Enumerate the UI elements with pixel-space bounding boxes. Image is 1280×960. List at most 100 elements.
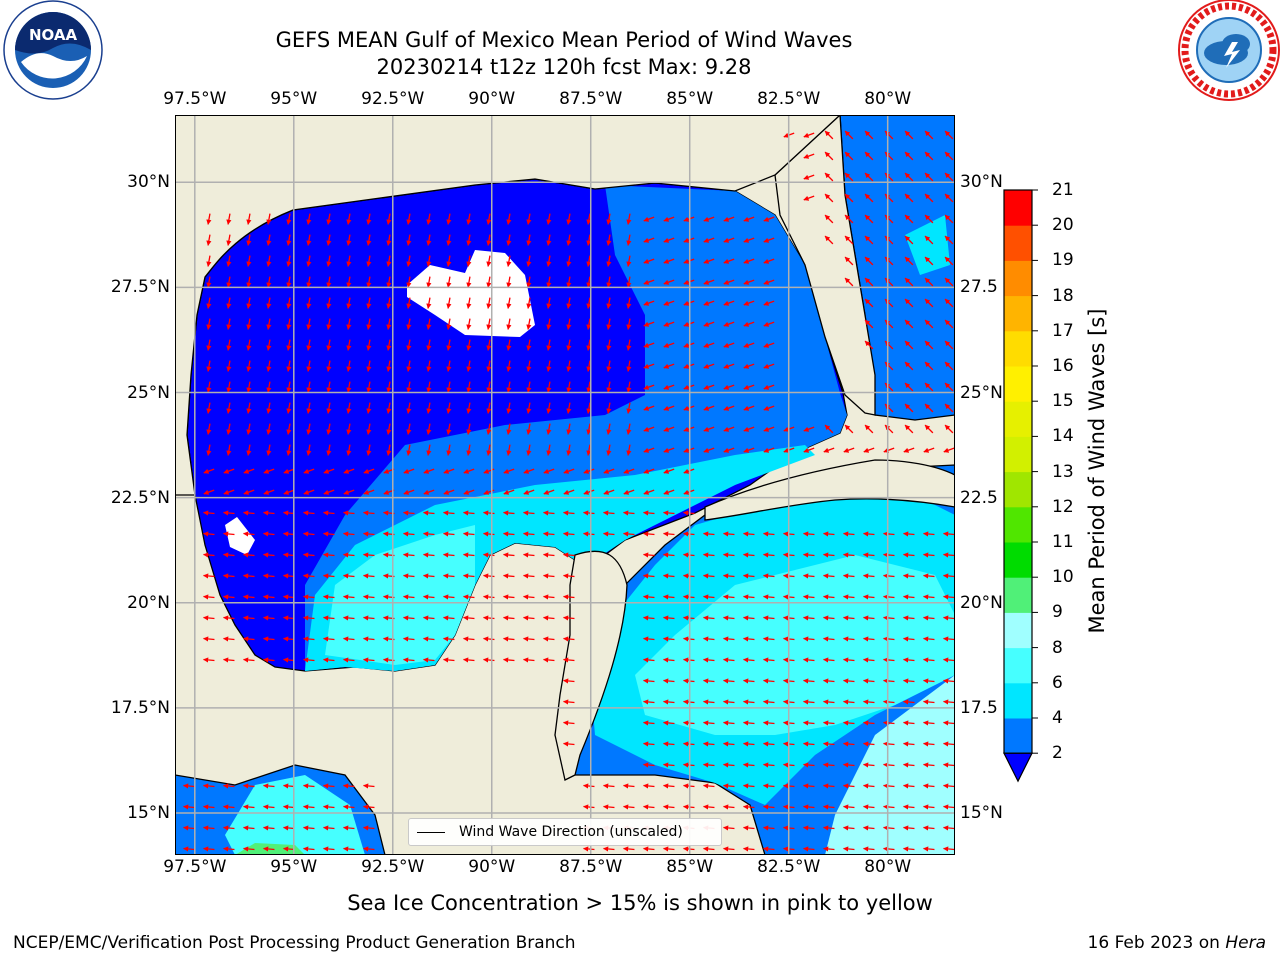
wind-arrow (803, 636, 815, 642)
wind-arrow (844, 193, 854, 203)
wind-arrow (864, 151, 874, 161)
wind-arrow (904, 256, 914, 266)
wind-arrow (486, 255, 492, 267)
wind-arrow (363, 825, 375, 831)
colorbar-tick-label: 18 (1052, 285, 1074, 306)
wind-arrow (723, 573, 735, 579)
wind-arrow (824, 235, 834, 245)
wind-arrow (723, 657, 735, 663)
wind-arrow (844, 172, 854, 182)
wind-arrow (663, 405, 675, 411)
wind-arrow (923, 552, 935, 558)
wind-arrow (923, 783, 935, 789)
wind-arrow (603, 804, 615, 810)
wind-arrow (263, 804, 275, 810)
wind-arrow (286, 318, 292, 330)
colorbar-tick-label: 17 (1052, 320, 1074, 341)
wind-arrow (343, 531, 355, 537)
wind-arrow (503, 657, 515, 663)
wind-arrow (366, 276, 372, 288)
wind-arrow (286, 276, 292, 288)
footer-org: NCEP/EMC/Verification Post Processing Pr… (13, 933, 576, 953)
wind-arrow (546, 234, 552, 246)
wind-arrow (306, 444, 312, 456)
wind-arrow (443, 573, 455, 579)
wind-arrow (463, 489, 475, 495)
cuba-land (704, 459, 955, 521)
colorbar-title: Mean Period of Wind Waves [s] (1085, 308, 1109, 634)
wind-arrow (446, 423, 452, 435)
wind-arrow (924, 151, 934, 161)
wind-arrow (643, 804, 655, 810)
wind-arrow (643, 531, 655, 537)
wind-arrow (763, 405, 775, 411)
wind-arrow (563, 678, 575, 684)
wind-arrow (623, 489, 635, 495)
wind-arrow (943, 594, 955, 600)
wind-arrow (363, 804, 375, 810)
wind-arrows (183, 130, 955, 852)
wind-arrow (283, 510, 295, 516)
wind-arrow (363, 489, 375, 495)
wind-arrow (446, 213, 452, 225)
wind-arrow (286, 213, 292, 225)
wind-arrow (703, 426, 715, 432)
wind-arrow (523, 468, 535, 474)
wind-arrow (903, 720, 915, 726)
colorbar-tick-label: 16 (1052, 356, 1074, 376)
wind-arrow (306, 276, 312, 288)
pacific-cyan (225, 775, 365, 855)
wind-arrow (883, 783, 895, 789)
wind-arrow (904, 403, 914, 413)
wind-arrow (246, 234, 252, 246)
wind-arrow (663, 279, 675, 285)
wind-arrow (606, 444, 612, 456)
colorbar-tick-label: 14 (1052, 426, 1074, 447)
wind-arrow (626, 297, 632, 309)
wind-arrow (586, 402, 592, 414)
wind-arrow (363, 594, 375, 600)
wind-arrow (286, 297, 292, 309)
wind-arrow (226, 423, 232, 435)
wind-arrow (546, 423, 552, 435)
wind-arrow (266, 318, 272, 330)
wind-arrow (543, 594, 555, 600)
wind-arrow (463, 615, 475, 621)
wind-arrow (203, 825, 215, 831)
wind-arrow (363, 510, 375, 516)
wind-arrow (643, 216, 655, 222)
wind-arrow (944, 235, 954, 245)
wind-arrow (286, 402, 292, 414)
wind-arrow (743, 342, 755, 348)
wind-arrow (403, 594, 415, 600)
wind-arrow (426, 444, 432, 456)
wind-arrow (463, 657, 475, 663)
wind-arrow (943, 699, 955, 705)
wind-arrow (884, 130, 894, 140)
wind-arrow (203, 594, 215, 600)
wind-arrow (763, 678, 775, 684)
wind-arrow (643, 237, 655, 243)
lon-tick-label: 92.5°W (361, 89, 425, 109)
wind-arrow (566, 381, 572, 393)
colorbar-segment (1004, 190, 1032, 226)
wind-arrow (443, 489, 455, 495)
wind-arrow (446, 444, 452, 456)
wind-arrow (904, 361, 914, 371)
wind-arrow (246, 213, 252, 225)
wind-arrow (626, 444, 632, 456)
wind-arrow (843, 573, 855, 579)
wind-arrow (386, 444, 392, 456)
legend-line-swatch (417, 831, 445, 833)
wind-arrow (943, 720, 955, 726)
wind-arrow (663, 258, 675, 264)
wind-arrow (226, 234, 232, 246)
wind-arrow (723, 405, 735, 411)
wind-arrow (326, 444, 332, 456)
wind-arrow (643, 489, 655, 495)
wind-arrow (203, 531, 215, 537)
wind-arrow (406, 444, 412, 456)
wind-arrow (723, 741, 735, 747)
wind-arrow (943, 783, 955, 789)
wind-arrow (924, 361, 934, 371)
